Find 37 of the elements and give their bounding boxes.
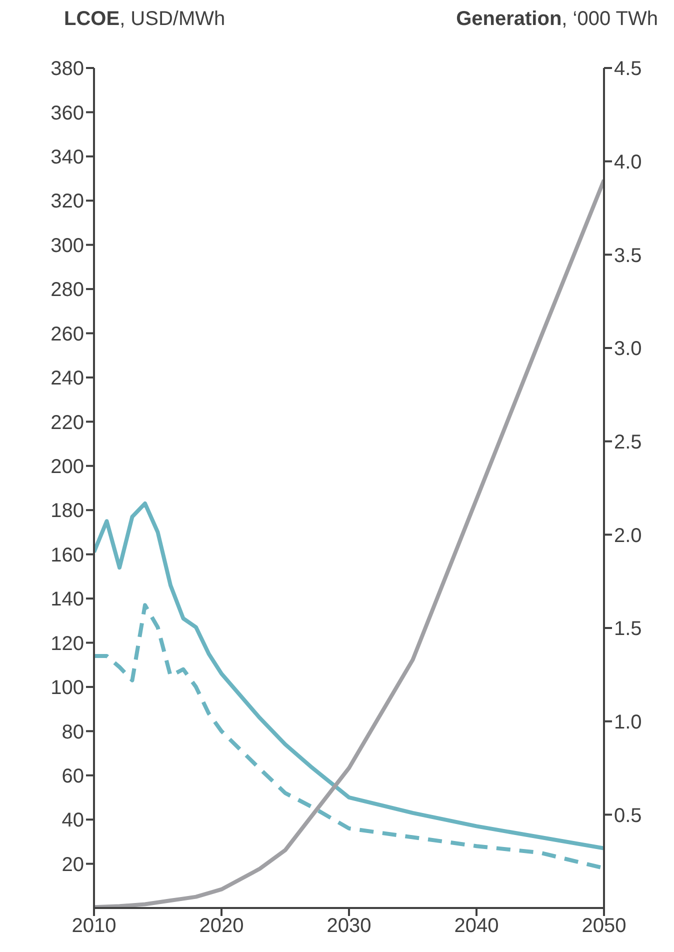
y2-tick-label: 3.5 xyxy=(614,244,642,267)
y2-tick-label: 1.0 xyxy=(614,711,642,734)
y-tick-label: 260 xyxy=(50,323,84,346)
y-tick-label: 140 xyxy=(50,588,84,611)
y-tick-label: 360 xyxy=(50,102,84,124)
y2-tick-label: 4.0 xyxy=(614,151,642,174)
y2-tick-label: 3.0 xyxy=(614,338,642,360)
y2-tick-label: 1.5 xyxy=(614,618,642,640)
x-tick-label: 2010 xyxy=(72,915,116,938)
y-tick-label: 80 xyxy=(62,721,84,744)
y2-tick-label: 4.5 xyxy=(614,58,642,80)
y-tick-label: 300 xyxy=(50,234,84,257)
y-tick-label: 100 xyxy=(50,677,84,700)
y-tick-label: 220 xyxy=(50,412,84,434)
y-tick-label: 40 xyxy=(62,810,84,832)
y-tick-label: 60 xyxy=(62,765,84,788)
y-tick-label: 280 xyxy=(50,279,84,302)
x-tick-label: 2020 xyxy=(199,915,244,938)
y2-tick-label: 0.5 xyxy=(614,804,642,827)
x-tick-label: 2040 xyxy=(454,915,499,938)
y-tick-label: 120 xyxy=(50,632,84,655)
y-tick-label: 320 xyxy=(50,190,84,213)
x-tick-label: 2030 xyxy=(326,915,372,938)
y-tick-label: 380 xyxy=(50,58,84,80)
line-series xyxy=(94,603,604,870)
y2-axis-title: Generation, ‘000 TWh xyxy=(456,8,658,30)
y-tick-label: 200 xyxy=(50,456,84,478)
y-tick-label: 240 xyxy=(50,368,84,390)
y-tick-label: 340 xyxy=(50,146,84,169)
x-tick-label: 2050 xyxy=(582,915,626,938)
y2-tick-label: 2.0 xyxy=(614,524,642,547)
y2-tick-label: 2.5 xyxy=(614,431,642,454)
y-axis-title: LCOE, USD/MWh xyxy=(64,8,226,30)
y-tick-label: 180 xyxy=(50,500,84,522)
y-tick-label: 20 xyxy=(62,854,84,876)
y-tick-label: 160 xyxy=(50,544,84,566)
line-series xyxy=(94,501,604,850)
